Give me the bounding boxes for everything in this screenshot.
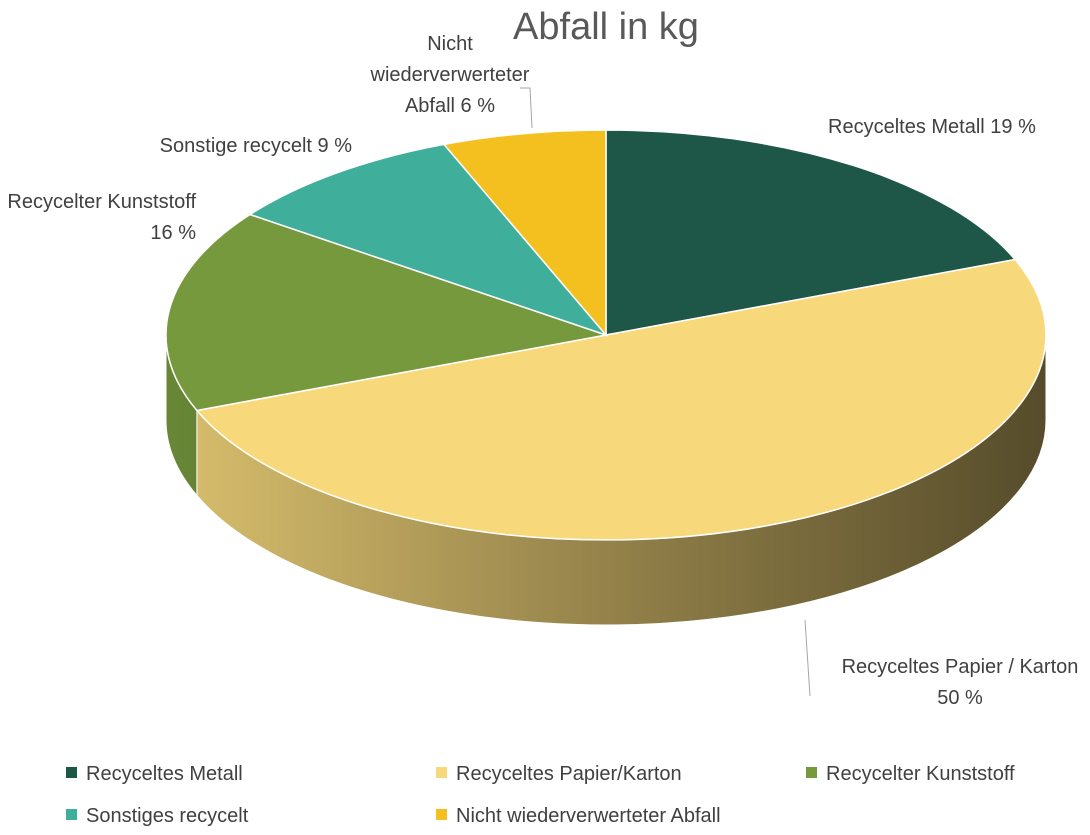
legend-item: Recycelter Kunststoff bbox=[806, 763, 1015, 786]
slice bbox=[605, 129, 1017, 336]
legend-label: Recycelter Kunststoff bbox=[826, 763, 1015, 785]
legend-swatch bbox=[66, 767, 77, 778]
legend-swatch bbox=[806, 767, 817, 778]
legend-item: Recyceltes Papier/Karton bbox=[436, 763, 682, 786]
data-label: Recyceltes Metall 19 % bbox=[828, 116, 1036, 138]
legend-label: Sonstiges recycelt bbox=[86, 805, 249, 827]
leader-line bbox=[520, 87, 533, 129]
chart-title: Abfall in kg bbox=[513, 6, 699, 48]
slice bbox=[248, 143, 609, 337]
legend-swatch bbox=[66, 809, 77, 820]
legend-swatch bbox=[436, 809, 447, 820]
leader-line bbox=[804, 619, 811, 697]
slice bbox=[195, 258, 1047, 541]
legend-label: Recyceltes Papier/Karton bbox=[456, 763, 682, 785]
data-label: Nicht wiederverwerteter Abfall 6 % bbox=[370, 33, 530, 117]
legend-item: Nicht wiederverwerteter Abfall bbox=[436, 805, 721, 828]
legend-item: Sonstiges recycelt bbox=[66, 805, 248, 828]
slice bbox=[165, 213, 609, 412]
legend-label: Nicht wiederverwerteter Abfall bbox=[456, 805, 721, 827]
data-label: Recycelter Kunststoff 16 % bbox=[7, 191, 196, 244]
data-label: Recyceltes Papier / Karton 50 % bbox=[841, 656, 1079, 709]
data-label: Sonstige recycelt 9 % bbox=[159, 135, 352, 157]
slice bbox=[442, 129, 607, 338]
legend-label: Recyceltes Metall bbox=[86, 763, 243, 785]
legend-item: Recyceltes Metall bbox=[66, 763, 243, 786]
legend-swatch bbox=[436, 767, 447, 778]
